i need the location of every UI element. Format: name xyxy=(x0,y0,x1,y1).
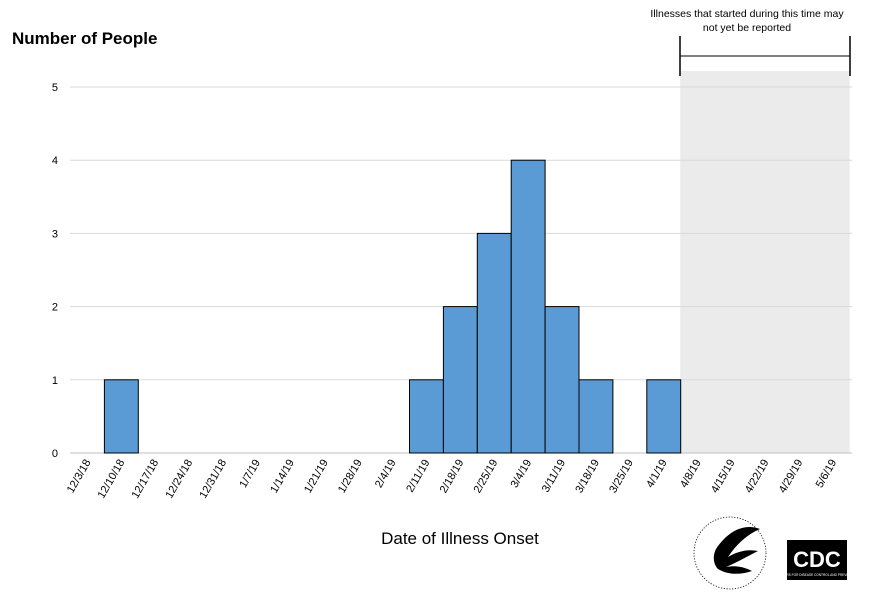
x-tick-label: 12/10/18 xyxy=(96,458,128,501)
x-axis-label: Date of Illness Onset xyxy=(381,529,539,548)
y-tick-labels: 0 1 2 3 4 5 xyxy=(52,82,58,460)
x-tick-label: 1/28/19 xyxy=(336,458,365,496)
x-tick-label: 3/25/19 xyxy=(607,458,636,496)
x-tick-label: 2/4/19 xyxy=(373,458,399,490)
cdc-tagline: CENTERS FOR DISEASE CONTROL AND PREVENTI… xyxy=(776,573,860,577)
cdc-logo: CDC CENTERS FOR DISEASE CONTROL AND PREV… xyxy=(776,540,860,580)
y-tick-label: 2 xyxy=(52,302,58,314)
y-tick-label: 0 xyxy=(52,448,58,460)
hhs-eagle-icon xyxy=(713,527,760,574)
shaded-region-annotation: Illnesses that started during this time … xyxy=(650,8,851,76)
bar-2/18/19 xyxy=(442,306,478,454)
bar-3/18/19 xyxy=(578,379,614,454)
x-tick-label: 4/1/19 xyxy=(644,458,670,490)
bar-2/25/19 xyxy=(476,232,512,454)
bar-12/10/18 xyxy=(103,379,139,454)
x-tick-labels: 12/3/18 12/10/18 12/17/18 12/24/18 12/31/18 1… xyxy=(65,458,840,501)
bar-4/1/19 xyxy=(646,379,682,454)
x-tick-label: 4/29/19 xyxy=(777,458,806,496)
x-tick-label: 2/18/19 xyxy=(438,458,467,496)
x-tick-label: 1/7/19 xyxy=(237,458,263,490)
x-tick-label: 12/3/18 xyxy=(65,458,94,496)
hhs-seal-ring xyxy=(693,516,767,590)
x-tick-label: 3/11/19 xyxy=(540,458,568,495)
x-tick-label: 12/24/18 xyxy=(163,458,195,501)
shaded-region-rect xyxy=(680,71,850,453)
x-tick-label: 4/8/19 xyxy=(678,458,704,490)
y-tick-label: 3 xyxy=(52,228,58,240)
x-tick-label: 2/25/19 xyxy=(472,458,501,496)
x-tick-label: 4/22/19 xyxy=(743,458,772,496)
x-tick-label: 1/21/19 xyxy=(302,458,331,496)
y-tick-label: 4 xyxy=(52,155,58,167)
bar-3/11/19 xyxy=(544,306,580,454)
y-axis-label: Number of People xyxy=(12,29,157,48)
bars xyxy=(103,159,682,454)
cdc-logo-text: CDC xyxy=(793,547,841,572)
x-tick-label: 4/15/19 xyxy=(709,458,738,496)
y-tick-label: 5 xyxy=(52,82,58,94)
bar-3/4/19 xyxy=(510,159,546,454)
x-tick-label: 2/11/19 xyxy=(404,458,432,495)
bar-2/11/19 xyxy=(409,379,444,454)
hhs-logo xyxy=(693,516,767,590)
x-tick-label: 1/14/19 xyxy=(268,458,297,496)
x-tick-label: 3/18/19 xyxy=(573,458,602,496)
x-tick-label: 3/4/19 xyxy=(509,458,535,490)
x-tick-label: 5/6/19 xyxy=(814,458,840,490)
annotation-line-1: Illnesses that started during this time … xyxy=(650,8,844,20)
x-tick-label: 12/31/18 xyxy=(197,458,229,501)
x-tick-label: 12/17/18 xyxy=(130,458,162,501)
not-yet-reported-region xyxy=(680,71,850,453)
cdc-logo-box xyxy=(787,540,847,580)
annotation-line-2: not yet be reported xyxy=(703,22,791,34)
y-tick-label: 1 xyxy=(52,375,58,387)
